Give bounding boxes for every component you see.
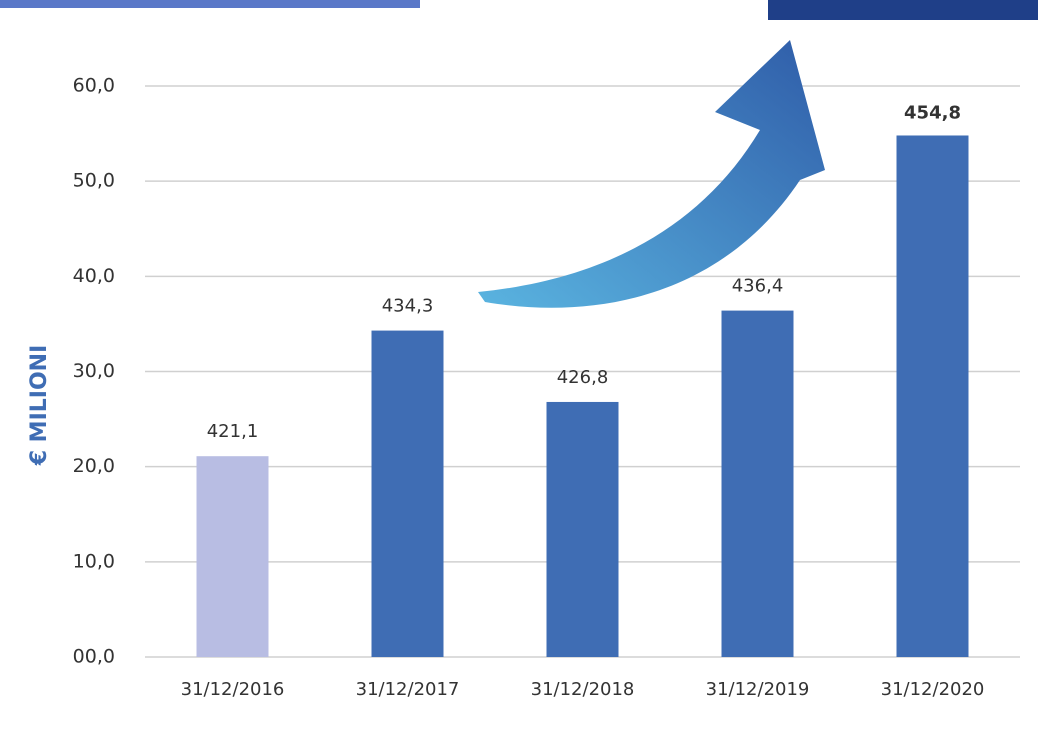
header-box [768,0,1038,20]
x-tick-label: 31/12/2020 [881,679,985,700]
value-label: 421,1 [207,421,259,442]
y-axis-label: € MILIONI [27,345,52,467]
bar [896,135,969,657]
bar [546,401,619,657]
value-label: 426,8 [557,367,609,388]
value-label: 454,8 [904,102,961,123]
bar [196,456,269,657]
label-mask [40,70,73,670]
value-label: 436,4 [732,276,784,297]
x-tick-label: 31/12/2016 [181,679,285,700]
header-band [0,0,420,8]
x-tick-label: 31/12/2018 [531,679,635,700]
bar [371,330,444,657]
y-tick-label: 420,0 [61,455,115,477]
bar [721,310,794,657]
x-tick-label: 31/12/2017 [356,679,460,700]
y-tick-label: 450,0 [61,170,115,192]
x-tick-label: 31/12/2019 [706,679,810,700]
y-tick-label: 430,0 [61,360,115,382]
y-tick-label: 460,0 [61,75,115,97]
value-label: 434,3 [382,296,434,317]
growth-arrow [478,40,825,308]
y-tick-label: 400,0 [61,646,115,668]
y-tick-label: 410,0 [61,550,115,572]
y-tick-label: 440,0 [61,265,115,287]
